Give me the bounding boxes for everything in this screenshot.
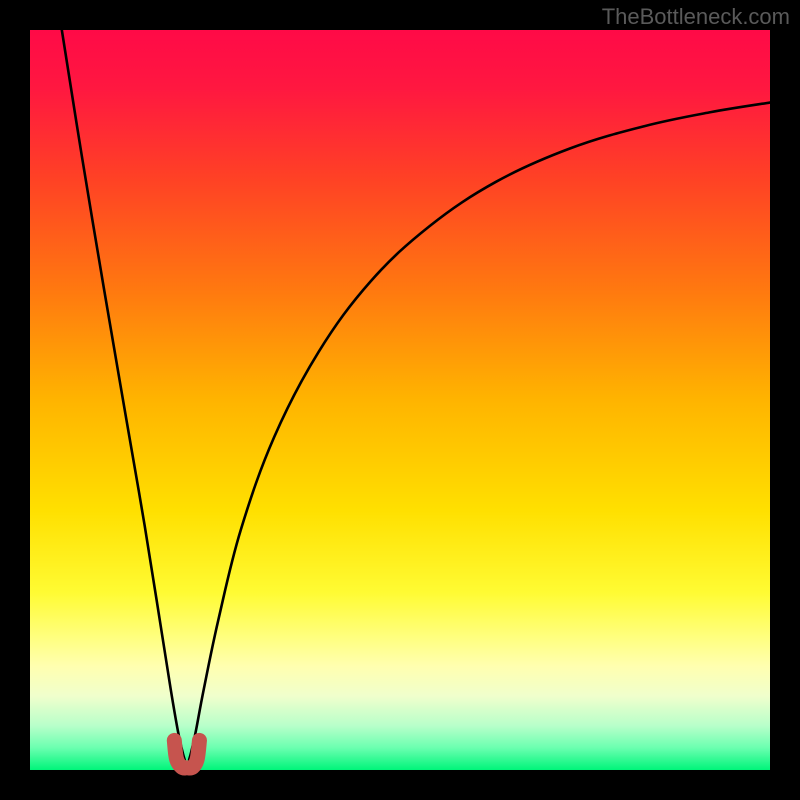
bottleneck-chart: TheBottleneck.com — [0, 0, 800, 800]
bottleneck-chart-svg — [0, 0, 800, 800]
watermark-text: TheBottleneck.com — [602, 4, 790, 30]
plot-area — [30, 30, 770, 770]
